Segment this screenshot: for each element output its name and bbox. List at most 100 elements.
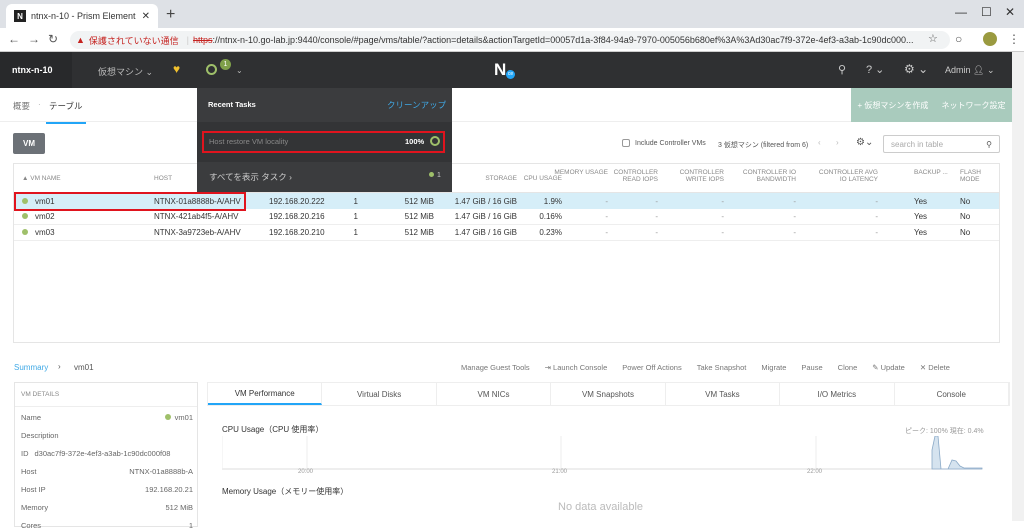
- nutanix-logo[interactable]: N: [494, 60, 507, 79]
- cleanup-link[interactable]: クリーンアップ: [387, 100, 447, 110]
- cluster-name[interactable]: ntnx-n-10: [0, 52, 72, 88]
- column-header[interactable]: CPU USAGE: [523, 175, 562, 182]
- table-cell: -: [875, 196, 878, 206]
- tab-table[interactable]: テーブル: [46, 100, 86, 124]
- user-menu[interactable]: Admin 👤︎ ⌄: [945, 65, 995, 75]
- task-name[interactable]: Host restore VM locality: [209, 137, 289, 146]
- table-cell: -: [655, 196, 658, 206]
- clone-button[interactable]: Clone: [837, 363, 858, 372]
- table-cell: NTNX-3a9723eb-A/AHV: [154, 228, 241, 237]
- column-header[interactable]: CONTROLLER IO BANDWIDTH: [742, 169, 796, 183]
- column-header[interactable]: STORAGE: [485, 175, 517, 182]
- column-header[interactable]: BACKUP ...: [914, 169, 948, 176]
- table-cell: -: [605, 228, 608, 237]
- column-header[interactable]: HOST: [154, 175, 173, 182]
- chevron-down-icon[interactable]: ⌄: [236, 66, 243, 75]
- detail-tabs: VM Performance Virtual Disks VM NICs VM Sna…: [207, 382, 1010, 406]
- column-header[interactable]: ▲ VM NAME: [22, 175, 61, 182]
- extension-icon[interactable]: ○: [955, 32, 963, 46]
- main-menu-label: 仮想マシン: [98, 67, 144, 77]
- panel-title: VM DETAILS: [21, 391, 60, 398]
- launch-console-button[interactable]: ⇥ Launch Console: [544, 363, 608, 372]
- star-icon[interactable]: ☆: [928, 33, 938, 45]
- status-dot: [22, 197, 28, 204]
- back-icon[interactable]: ←: [8, 32, 20, 46]
- health-heart-icon[interactable]: ♥: [173, 62, 181, 76]
- search-input[interactable]: search in table ⚲: [883, 135, 1000, 153]
- view-all-tasks-link[interactable]: すべてを表示 タスク ›: [209, 172, 292, 182]
- tab-vm-tasks[interactable]: VM Tasks: [666, 383, 781, 405]
- forward-icon[interactable]: →: [28, 32, 40, 46]
- username: Admin: [945, 65, 971, 75]
- column-header[interactable]: FLASH MODE: [960, 169, 981, 183]
- table-settings-icon[interactable]: ⚙⌄: [856, 137, 874, 148]
- table-row[interactable]: vm01 NTNX-01a8888b-A/AHV 192.168.20.222 1 51…: [14, 193, 999, 209]
- update-button[interactable]: ✎ Update: [872, 363, 905, 372]
- table-cell: 192.168.20.216: [269, 212, 325, 221]
- table-cell: -: [875, 228, 878, 237]
- table-cell: -: [793, 228, 796, 237]
- column-header[interactable]: CONTROLLER READ IOPS: [613, 169, 658, 183]
- tab-i-o-metrics[interactable]: I/O Metrics: [780, 383, 895, 405]
- close-window-icon[interactable]: ✕: [1005, 5, 1016, 19]
- breadcrumb-summary[interactable]: Summary: [14, 363, 49, 372]
- tab-virtual-disks[interactable]: Virtual Disks: [322, 383, 437, 405]
- gear-icon[interactable]: ⚙ ⌄: [904, 62, 929, 76]
- tab-console[interactable]: Console: [895, 383, 1009, 405]
- include-cvm-checkbox[interactable]: [622, 139, 630, 147]
- table-cell: 1.47 GiB / 16 GiB: [454, 212, 517, 221]
- reload-icon[interactable]: ↻: [48, 32, 59, 46]
- table-cell: 192.168.20.210: [269, 228, 325, 237]
- tab-vm-nics[interactable]: VM NICs: [437, 383, 552, 405]
- table-cell: 1: [353, 228, 358, 237]
- highlight-box: [14, 192, 246, 211]
- search-icon[interactable]: ⚲: [838, 64, 847, 76]
- pencil-icon: ✎: [872, 363, 881, 372]
- url-input[interactable]: ▲ 保護されていない通信 | https://ntnx-n-10.go-lab.jp:…: [70, 31, 950, 49]
- close-tab-icon[interactable]: ✕: [141, 10, 150, 22]
- maximize-icon[interactable]: ☐: [981, 5, 992, 19]
- column-header[interactable]: CONTROLLER WRITE IOPS: [679, 169, 724, 183]
- prev-page-icon[interactable]: ‹: [818, 138, 821, 147]
- table-cell: Yes: [914, 212, 928, 221]
- next-page-icon[interactable]: ›: [836, 138, 839, 147]
- vm-button[interactable]: VM: [13, 133, 45, 154]
- tasks-icon[interactable]: [206, 64, 217, 75]
- detail-field: Name vm01: [21, 413, 193, 422]
- migrate-button[interactable]: Migrate: [761, 363, 787, 372]
- tasks-title: Recent Tasks: [208, 100, 256, 109]
- security-warning[interactable]: 保護されていない通信: [88, 35, 179, 46]
- detail-field: Memory 512 MiB: [21, 503, 193, 512]
- table-cell: 192.168.20.222: [269, 196, 325, 206]
- column-header[interactable]: MEMORY USAGE: [554, 169, 608, 176]
- table-row[interactable]: vm02 NTNX-421ab4f5-A/AHV 192.168.20.216 1 51…: [14, 209, 999, 225]
- profile-avatar[interactable]: [983, 32, 997, 46]
- vm-name[interactable]: vm03: [35, 228, 55, 237]
- tab-vm-performance[interactable]: VM Performance: [208, 383, 323, 405]
- column-header[interactable]: CONTROLLER AVG IO LATENCY: [818, 169, 878, 183]
- vm-name[interactable]: vm01: [35, 196, 55, 206]
- table-row[interactable]: vm03 NTNX-3a9723eb-A/AHV 192.168.20.210 1 51…: [14, 225, 999, 241]
- detail-field: Description: [21, 431, 193, 440]
- scrollbar[interactable]: [1012, 52, 1024, 521]
- power-off-actions-button[interactable]: Power Off Actions: [622, 363, 682, 372]
- pause-button[interactable]: Pause: [801, 363, 823, 372]
- field-value: 1: [188, 521, 193, 530]
- help-icon[interactable]: ? ⌄: [866, 64, 885, 76]
- new-tab-button[interactable]: +: [166, 6, 176, 23]
- nutanix-favicon: N: [14, 10, 26, 22]
- take-snapshot-button[interactable]: Take Snapshot: [696, 363, 747, 372]
- create-vm-button[interactable]: + 仮想マシンを作成: [857, 100, 929, 110]
- manage-guest-tools-button[interactable]: Manage Guest Tools: [461, 363, 530, 372]
- field-value: NTNX-01a8888b-A: [129, 467, 193, 476]
- tab-vm-snapshots[interactable]: VM Snapshots: [551, 383, 666, 405]
- menu-icon[interactable]: ⋮: [1008, 32, 1020, 46]
- tab-overview[interactable]: 概要: [13, 101, 31, 111]
- network-config-button[interactable]: ネットワーク設定: [941, 100, 1006, 110]
- cpu-usage-chart: [222, 436, 983, 470]
- main-menu-dropdown[interactable]: 仮想マシン ⌄: [98, 65, 153, 78]
- delete-button[interactable]: ✕ Delete: [919, 363, 950, 372]
- minimize-icon[interactable]: —: [955, 5, 967, 19]
- vm-name[interactable]: vm02: [35, 212, 55, 221]
